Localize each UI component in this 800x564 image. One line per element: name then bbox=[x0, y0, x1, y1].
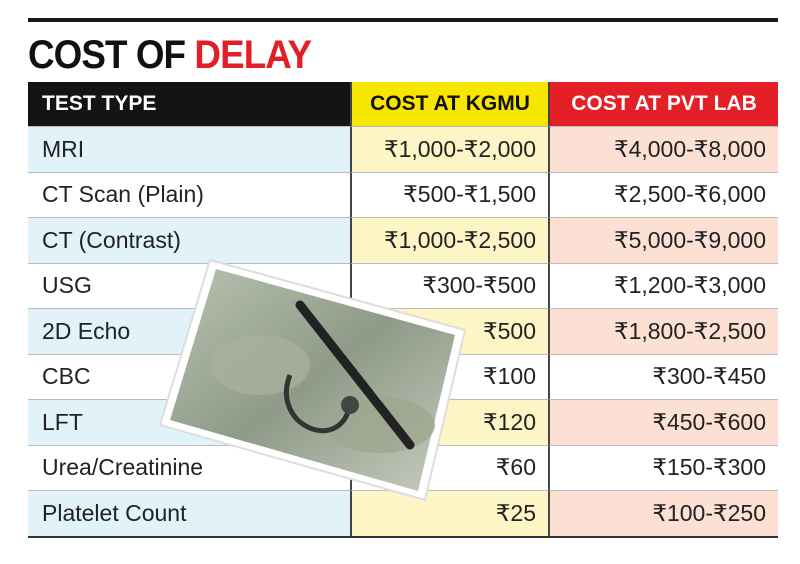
cost-cell: ₹25 bbox=[350, 490, 548, 536]
test-type-cell: CT Scan (Plain) bbox=[28, 171, 350, 218]
cost-cell: ₹1,800-₹2,500 bbox=[548, 308, 778, 354]
header-cell: TEST TYPE bbox=[28, 82, 350, 126]
cost-cell: ₹450-₹600 bbox=[548, 399, 778, 445]
cost-cell: ₹500-₹1,500 bbox=[350, 171, 548, 217]
title-prefix: COST OF bbox=[28, 33, 186, 77]
cost-table: TEST TYPE COST AT KGMU COST AT PVT LAB MRI ₹… bbox=[28, 82, 778, 538]
cost-cell: ₹300-₹450 bbox=[548, 353, 778, 399]
cost-cell: ₹150-₹300 bbox=[548, 444, 778, 490]
header-cell: COST AT PVT LAB bbox=[548, 82, 778, 126]
test-type-cell: Urea/Creatinine bbox=[28, 444, 350, 491]
cost-cell: ₹1,200-₹3,000 bbox=[548, 262, 778, 308]
cost-cell: ₹1,000-₹2,000 bbox=[350, 126, 548, 172]
cost-cell: ₹5,000-₹9,000 bbox=[548, 217, 778, 263]
money-stethoscope-photo bbox=[158, 258, 467, 502]
cost-cell: ₹4,000-₹8,000 bbox=[548, 126, 778, 172]
cost-cell: ₹300-₹500 bbox=[350, 262, 548, 308]
title-highlight: DELAY bbox=[194, 33, 312, 77]
header-cell: COST AT KGMU bbox=[350, 82, 548, 126]
test-type-cell: CT (Contrast) bbox=[28, 217, 350, 263]
test-type-cell: MRI bbox=[28, 126, 350, 172]
cost-cell: ₹2,500-₹6,000 bbox=[548, 171, 778, 217]
test-type-cell: Platelet Count bbox=[28, 490, 350, 536]
top-rule bbox=[28, 18, 778, 22]
cost-cell: ₹100-₹250 bbox=[548, 490, 778, 536]
test-type-cell: USG bbox=[28, 262, 350, 309]
title: COST OF DELAY bbox=[28, 30, 312, 80]
cost-cell: ₹1,000-₹2,500 bbox=[350, 217, 548, 263]
